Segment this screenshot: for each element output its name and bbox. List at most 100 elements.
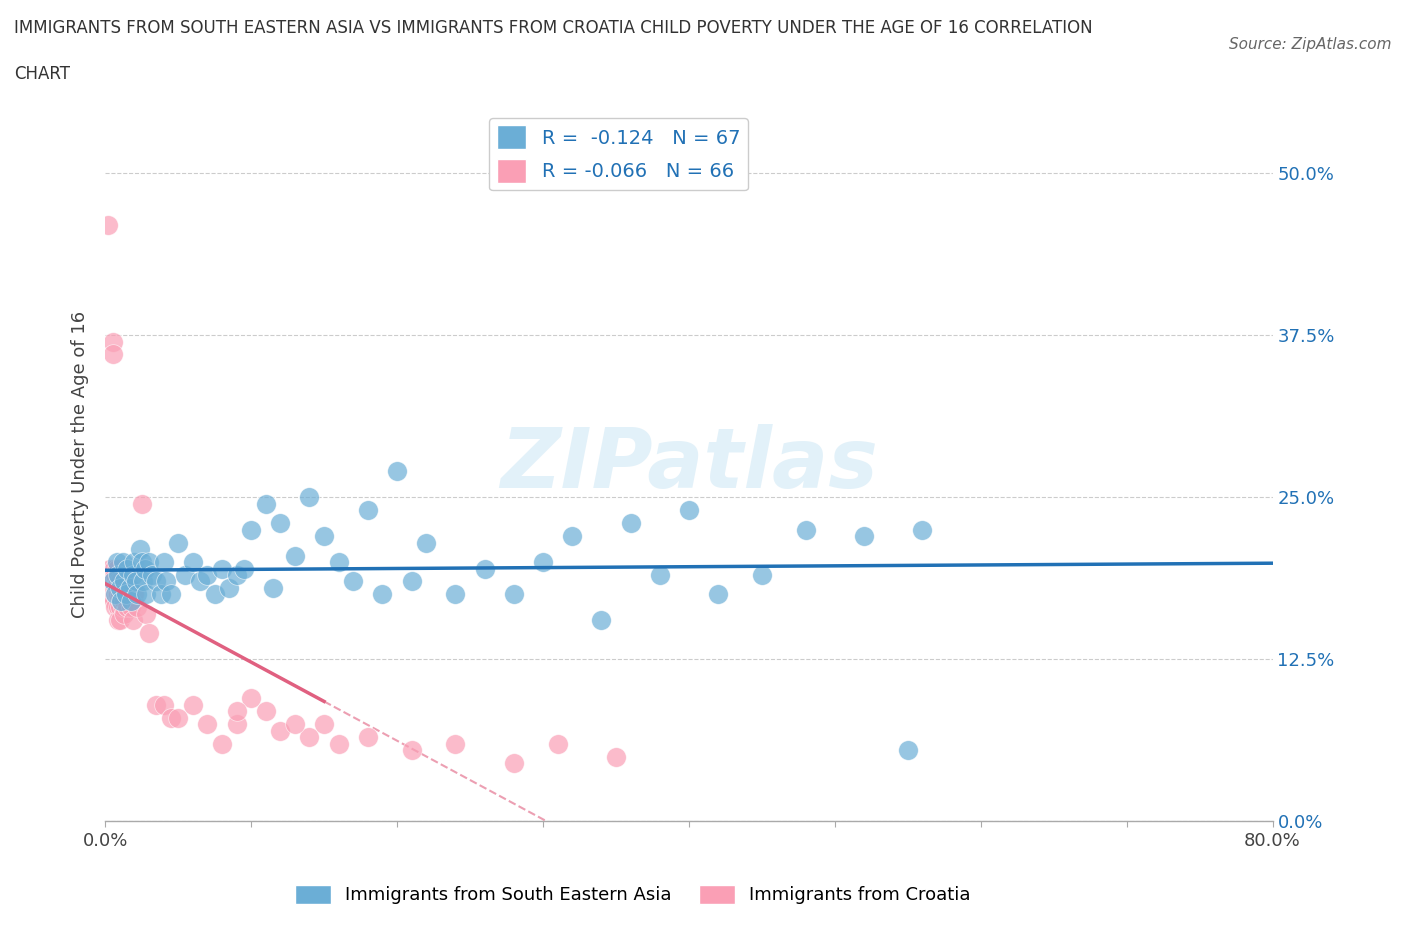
Point <box>751 567 773 582</box>
Point <box>108 574 131 589</box>
Point <box>648 567 671 582</box>
Point <box>122 567 145 582</box>
Point <box>911 522 934 537</box>
Text: CHART: CHART <box>14 65 70 83</box>
Point <box>167 711 190 725</box>
Point <box>298 730 321 745</box>
Point <box>181 698 204 712</box>
Point <box>160 587 183 602</box>
Point <box>127 587 149 602</box>
Point <box>314 717 336 732</box>
Point <box>149 587 172 602</box>
Point <box>211 561 233 576</box>
Point <box>605 750 627 764</box>
Point <box>474 561 496 576</box>
Point <box>114 587 136 602</box>
Point <box>225 704 247 719</box>
Point <box>145 574 167 589</box>
Point <box>111 554 134 569</box>
Point <box>97 218 120 232</box>
Point <box>284 548 307 563</box>
Point <box>127 600 149 615</box>
Legend: R =  -0.124   N = 67, R = -0.066   N = 66: R = -0.124 N = 67, R = -0.066 N = 66 <box>489 118 748 191</box>
Point <box>269 724 291 738</box>
Point <box>112 606 135 621</box>
Point <box>152 554 174 569</box>
Point <box>415 535 437 550</box>
Point <box>101 347 124 362</box>
Point <box>561 528 583 543</box>
Point <box>225 717 247 732</box>
Point <box>103 561 125 576</box>
Point <box>112 574 135 589</box>
Point <box>100 567 122 582</box>
Point <box>167 535 190 550</box>
Point <box>108 580 131 595</box>
Point <box>328 737 350 751</box>
Point <box>105 554 128 569</box>
Point <box>134 561 156 576</box>
Point <box>104 567 127 582</box>
Point <box>110 593 132 608</box>
Point <box>104 580 127 595</box>
Y-axis label: Child Poverty Under the Age of 16: Child Poverty Under the Age of 16 <box>72 312 89 618</box>
Point <box>444 737 467 751</box>
Point <box>547 737 569 751</box>
Point <box>135 606 157 621</box>
Point <box>195 717 218 732</box>
Point <box>181 554 204 569</box>
Point <box>107 567 129 582</box>
Point <box>254 497 277 512</box>
Point <box>502 756 524 771</box>
Point <box>531 554 554 569</box>
Point <box>138 626 160 641</box>
Point <box>385 464 408 479</box>
Point <box>502 587 524 602</box>
Point <box>104 587 127 602</box>
Point <box>115 574 138 589</box>
Point <box>112 593 135 608</box>
Point <box>707 587 730 602</box>
Point <box>108 613 131 628</box>
Point <box>174 567 197 582</box>
Point <box>218 580 240 595</box>
Point <box>124 554 146 569</box>
Legend: Immigrants from South Eastern Asia, Immigrants from Croatia: Immigrants from South Eastern Asia, Immi… <box>287 878 979 911</box>
Point <box>591 613 613 628</box>
Point <box>125 574 148 589</box>
Point <box>298 490 321 505</box>
Point <box>204 587 226 602</box>
Point <box>131 497 153 512</box>
Point <box>357 503 380 518</box>
Text: ZIPatlas: ZIPatlas <box>501 424 877 505</box>
Point <box>98 587 121 602</box>
Point <box>117 580 139 595</box>
Point <box>121 600 143 615</box>
Point <box>124 587 146 602</box>
Point <box>132 574 155 589</box>
Point <box>232 561 254 576</box>
Text: Source: ZipAtlas.com: Source: ZipAtlas.com <box>1229 37 1392 52</box>
Point <box>100 587 122 602</box>
Point <box>105 561 128 576</box>
Point <box>110 580 132 595</box>
Point <box>328 554 350 569</box>
Point <box>98 561 121 576</box>
Point <box>105 587 128 602</box>
Point <box>108 580 131 595</box>
Point <box>160 711 183 725</box>
Point <box>118 587 141 602</box>
Point <box>401 574 423 589</box>
Point <box>240 691 263 706</box>
Point <box>314 528 336 543</box>
Point <box>101 334 124 349</box>
Point <box>195 567 218 582</box>
Point <box>211 737 233 751</box>
Point <box>284 717 307 732</box>
Point <box>105 580 128 595</box>
Point <box>129 541 152 556</box>
Point <box>110 593 132 608</box>
Point <box>357 730 380 745</box>
Point <box>269 515 291 530</box>
Point <box>121 593 143 608</box>
